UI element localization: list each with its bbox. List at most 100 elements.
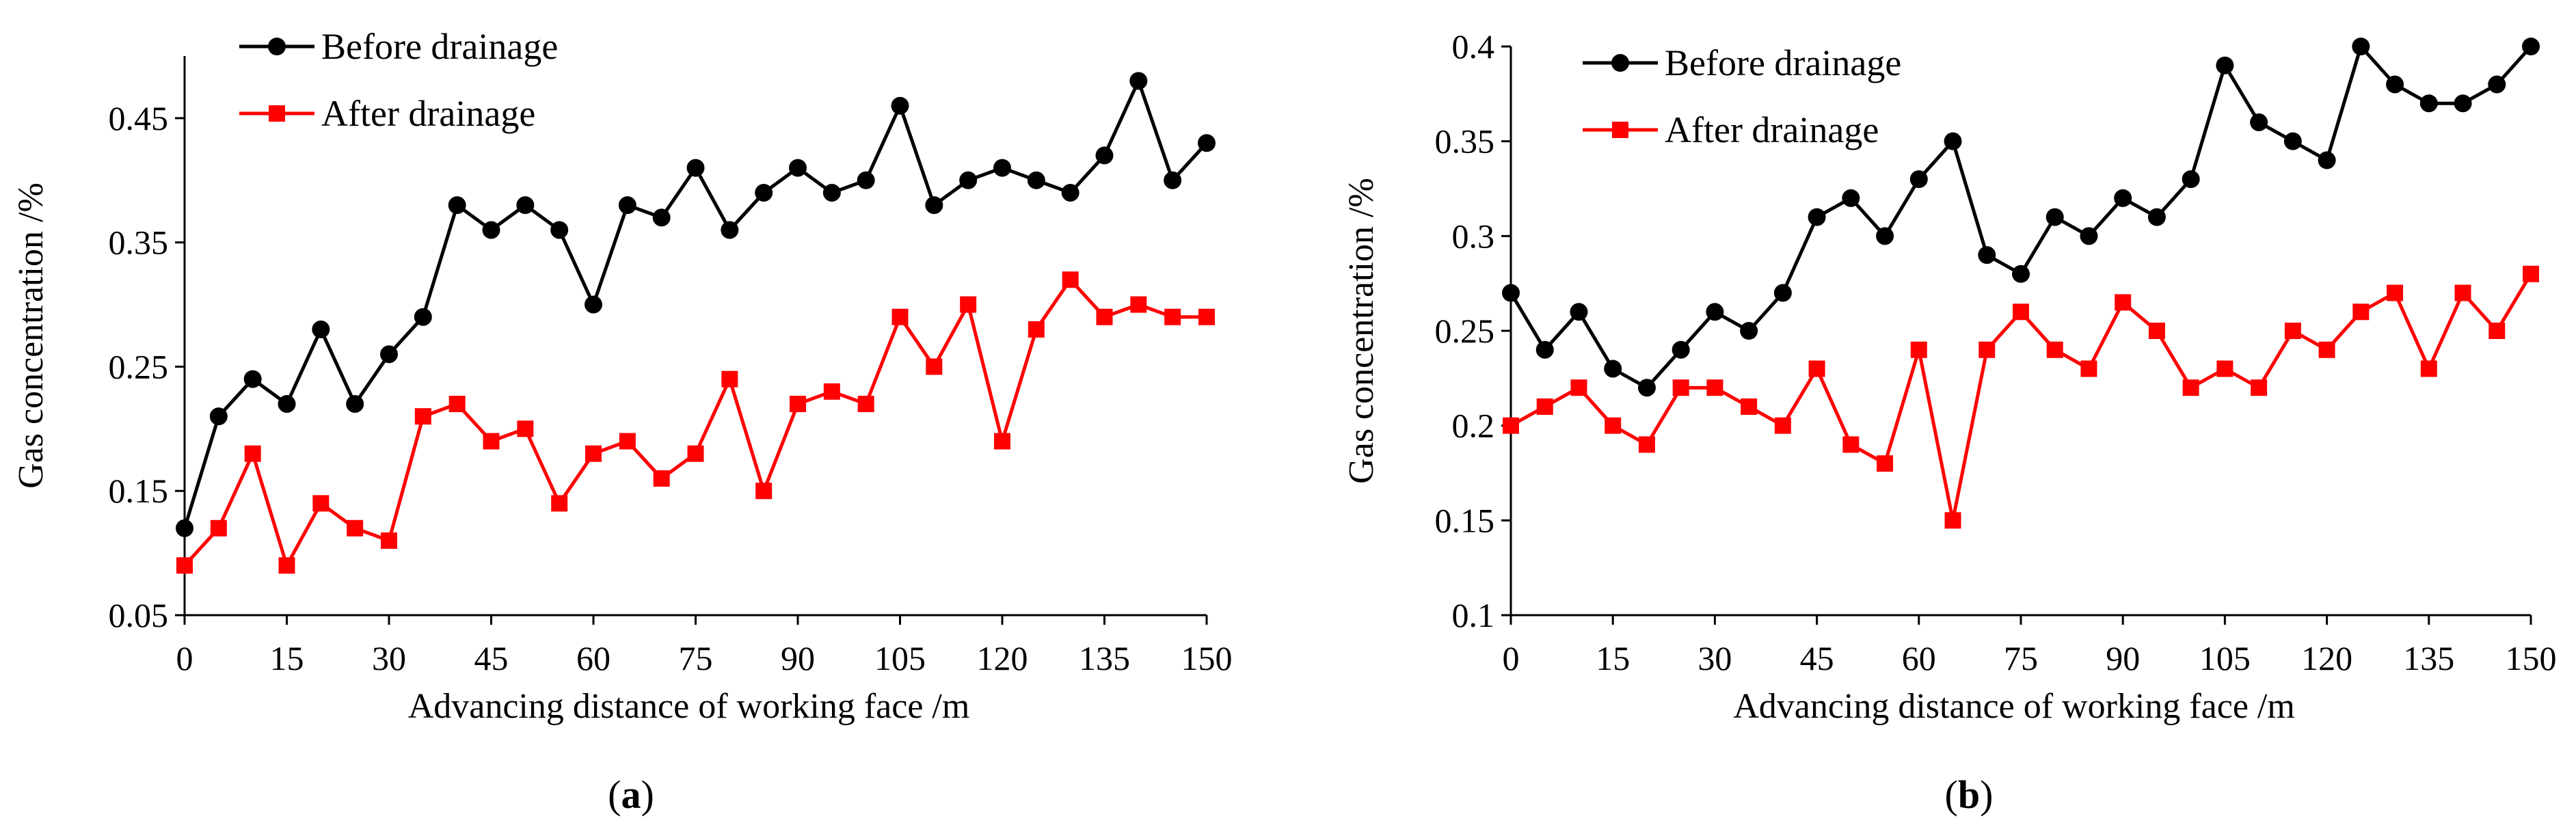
data-point-before-drainage <box>2250 113 2268 131</box>
legend-label: Before drainage <box>1665 42 1901 83</box>
x-tick-label: 60 <box>1902 639 1936 677</box>
x-tick-label: 45 <box>1800 639 1834 677</box>
data-point-before-drainage <box>1027 171 1045 189</box>
y-tick-label: 0.25 <box>109 347 169 386</box>
legend-label: Before drainage <box>321 26 558 67</box>
data-point-after-drainage <box>960 296 977 313</box>
y-tick-label: 0.45 <box>109 99 169 137</box>
data-point-before-drainage <box>585 295 602 314</box>
data-point-after-drainage <box>1877 455 1894 472</box>
data-point-after-drainage <box>1028 321 1045 338</box>
data-point-after-drainage <box>1198 308 1215 325</box>
data-point-before-drainage <box>1637 379 1656 397</box>
y-tick-label: 0.4 <box>1452 27 1495 66</box>
x-tick-label: 15 <box>1596 639 1630 677</box>
data-point-before-drainage <box>2114 189 2132 207</box>
y-tick-label: 0.35 <box>109 224 169 262</box>
data-point-before-drainage <box>209 407 228 426</box>
panel-label: (a) <box>608 772 654 817</box>
data-point-after-drainage <box>278 557 295 574</box>
data-point-before-drainage <box>346 394 364 413</box>
y-axis-title: Gas concentration /% <box>12 183 51 489</box>
data-point-before-drainage <box>1944 132 1962 150</box>
data-point-after-drainage <box>2148 323 2165 339</box>
series-line-1 <box>183 278 1207 567</box>
data-point-after-drainage <box>857 395 874 412</box>
data-point-before-drainage <box>278 394 296 413</box>
x-tick-label: 15 <box>270 639 304 677</box>
panel-label-close: ) <box>641 772 654 817</box>
y-tick-label: 0.1 <box>1452 596 1495 634</box>
x-tick-label: 30 <box>1698 639 1732 677</box>
data-point-before-drainage <box>891 96 909 115</box>
data-point-before-drainage <box>2012 265 2030 283</box>
y-tick-label: 0.25 <box>1435 312 1495 350</box>
data-point-after-drainage <box>891 308 909 325</box>
chart-panel-a: 0.05 0.15 0.25 0.35 0.45 0 15 30 45 60 75 90 105 120 1… <box>12 26 1233 817</box>
data-point-before-drainage <box>482 221 500 239</box>
y-tick-label: 0.3 <box>1452 217 1495 255</box>
data-point-after-drainage <box>1706 379 1723 396</box>
legend-marker-square <box>269 105 285 122</box>
data-point-after-drainage <box>619 433 636 450</box>
data-point-before-drainage <box>993 159 1011 177</box>
data-point-before-drainage <box>2386 75 2404 94</box>
data-point-after-drainage <box>1774 417 1791 434</box>
x-tick-label: 90 <box>781 639 815 677</box>
data-point-before-drainage <box>176 519 193 537</box>
data-point-after-drainage <box>1944 512 1961 529</box>
data-point-before-drainage <box>789 159 807 177</box>
x-axis-title: Advancing distance of working face /m <box>1733 687 2295 726</box>
data-point-before-drainage <box>925 196 943 215</box>
data-point-after-drainage <box>381 532 397 549</box>
data-point-after-drainage <box>1741 398 1758 415</box>
data-point-before-drainage <box>2216 56 2234 75</box>
data-point-before-drainage <box>721 221 739 239</box>
data-point-before-drainage <box>1129 72 1148 90</box>
data-point-before-drainage <box>1876 227 1894 245</box>
data-point-before-drainage <box>2454 94 2472 113</box>
data-point-after-drainage <box>1570 379 1587 396</box>
data-point-before-drainage <box>1198 134 1216 152</box>
data-point-after-drainage <box>2115 294 2132 311</box>
panel-label: (b) <box>1945 772 1994 817</box>
data-point-after-drainage <box>2182 379 2199 396</box>
x-tick-label: 150 <box>1181 639 1233 677</box>
data-point-after-drainage <box>1808 360 1825 377</box>
data-point-before-drainage <box>959 171 978 189</box>
data-point-after-drainage <box>414 408 431 425</box>
panel-label-letter: a <box>621 772 641 817</box>
x-tick-label: 150 <box>2506 639 2557 677</box>
data-point-before-drainage <box>1570 303 1588 321</box>
data-point-after-drainage <box>721 370 738 388</box>
legend-label: After drainage <box>321 93 535 134</box>
data-point-after-drainage <box>2420 360 2437 377</box>
data-point-after-drainage <box>687 445 704 462</box>
data-point-before-drainage <box>652 208 671 227</box>
data-point-after-drainage <box>2454 284 2471 301</box>
data-point-before-drainage <box>1061 183 1079 202</box>
x-axis-title: Advancing distance of working face /m <box>408 687 970 726</box>
data-point-before-drainage <box>822 183 841 202</box>
y-tick-label: 0.35 <box>1435 122 1495 161</box>
data-point-after-drainage <box>1978 341 1996 358</box>
y-tick-label: 0.15 <box>109 472 169 510</box>
x-tick-label: 0 <box>1503 639 1520 677</box>
data-point-before-drainage <box>2488 75 2506 94</box>
x-tick-label: 75 <box>2004 639 2038 677</box>
data-point-after-drainage <box>823 383 840 400</box>
data-point-after-drainage <box>1503 417 1519 434</box>
data-point-before-drainage <box>312 320 330 338</box>
data-point-after-drainage <box>1130 296 1147 313</box>
data-point-after-drainage <box>2318 341 2335 358</box>
data-point-before-drainage <box>516 196 535 215</box>
data-point-after-drainage <box>1910 341 1927 358</box>
data-point-after-drainage <box>2352 303 2370 321</box>
data-point-before-drainage <box>2045 208 2064 226</box>
data-point-after-drainage <box>2216 360 2233 377</box>
y-axis-title: Gas concentration /% <box>1342 178 1381 484</box>
x-tick-label: 30 <box>372 639 406 677</box>
x-tick-label: 120 <box>2301 639 2352 677</box>
data-point-before-drainage <box>2080 227 2098 245</box>
data-point-after-drainage <box>755 483 773 500</box>
